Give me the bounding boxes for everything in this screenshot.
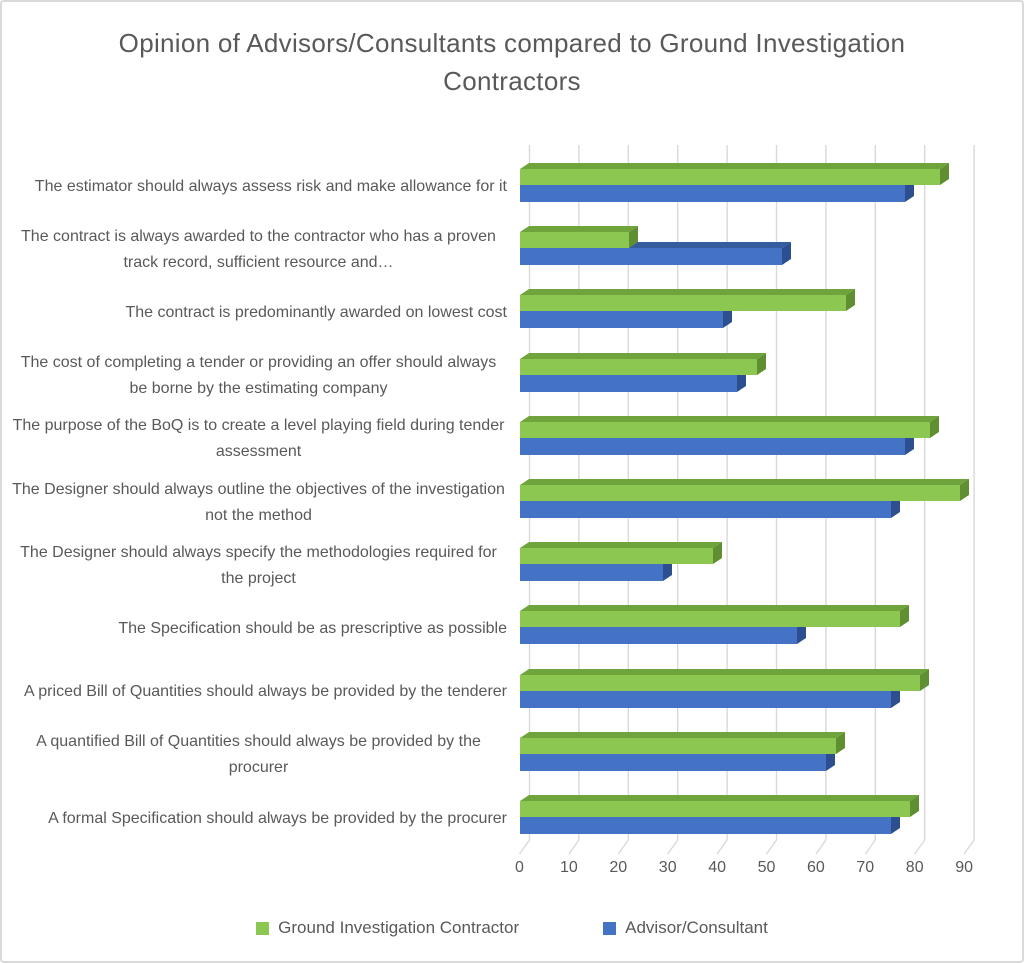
chart-title: Opinion of Advisors/Consultants compared… xyxy=(118,28,906,96)
bar-advisor-consultant xyxy=(520,817,891,834)
axis-depth-tick xyxy=(518,839,531,855)
bar-advisor-consultant xyxy=(520,437,906,455)
bar-advisor-consultant xyxy=(520,690,891,708)
category-label: A quantified Bill of Quantities should a… xyxy=(36,733,481,777)
category-label: The Specification should be as prescript… xyxy=(118,619,507,637)
category-label: The purpose of the BoQ is to create a le… xyxy=(12,417,505,461)
legend-marker-icon xyxy=(603,921,617,935)
category-label: A formal Specification should always be … xyxy=(48,809,507,827)
category-label: A priced Bill of Quantities should alway… xyxy=(24,683,507,701)
axis-depth-tick xyxy=(864,839,876,855)
x-axis-tick-label: 70 xyxy=(856,859,875,876)
category-label: The contract is predominantly awarded on… xyxy=(125,303,507,321)
bar-advisor-consultant xyxy=(520,374,738,392)
bar-advisor-consultant xyxy=(520,501,891,518)
x-axis-tick-label: 50 xyxy=(757,859,776,876)
x-axis-tick-label: 40 xyxy=(708,859,726,876)
bar-ground-investigation-contractor xyxy=(520,358,758,375)
axis-depth-tick xyxy=(667,839,679,855)
bar-ground-investigation-contractor xyxy=(520,548,713,565)
legend-label: Ground Investigation Contractor xyxy=(278,918,520,937)
x-axis-tick-label: 80 xyxy=(905,859,924,876)
bar-ground-investigation-contractor xyxy=(520,801,911,817)
x-axis-tick-label: 90 xyxy=(955,859,973,876)
x-axis-tick-label: 20 xyxy=(609,859,628,876)
bar-advisor-consultant xyxy=(520,185,906,202)
x-axis-tick-label: 10 xyxy=(559,859,578,876)
axis-depth-tick xyxy=(963,839,975,855)
category-label: The estimator should always assess risk … xyxy=(34,177,507,195)
axis-depth-tick xyxy=(617,839,629,855)
category-label: The Designer should always specify the m… xyxy=(20,543,497,587)
axis-depth-tick xyxy=(765,839,778,855)
category-label: The Designer should always outline the o… xyxy=(12,480,505,524)
bar-ground-investigation-contractor xyxy=(520,485,960,501)
bar-advisor-consultant xyxy=(520,311,723,329)
legend-label: Advisor/Consultant xyxy=(625,918,768,937)
x-axis-tick-label: 30 xyxy=(658,859,677,876)
bar-ground-investigation-contractor xyxy=(520,295,847,312)
bar-advisor-consultant xyxy=(520,564,664,582)
bar-ground-investigation-contractor xyxy=(520,737,837,754)
axis-depth-tick xyxy=(568,839,580,855)
legend-marker-icon xyxy=(256,921,270,935)
bar-advisor-consultant xyxy=(520,753,827,771)
bar-advisor-consultant xyxy=(520,248,782,266)
axis-depth-tick xyxy=(914,839,926,855)
bar-ground-investigation-contractor xyxy=(520,421,931,438)
category-label: The contract is always awarded to the co… xyxy=(21,227,496,271)
axis-depth-tick xyxy=(815,839,827,855)
legend-item: Ground Investigation Contractor xyxy=(256,918,519,938)
legend: Ground Investigation Contractor Advisor/C… xyxy=(2,918,1022,938)
bar-ground-investigation-contractor xyxy=(520,169,940,185)
bar-ground-investigation-contractor xyxy=(520,611,901,628)
bar-ground-investigation-contractor xyxy=(520,232,629,249)
bar-ground-investigation-contractor xyxy=(520,674,921,691)
legend-item: Advisor/Consultant xyxy=(603,918,768,938)
x-axis-tick-label: 0 xyxy=(515,859,524,876)
bar-advisor-consultant xyxy=(520,627,797,645)
category-label: The cost of completing a tender or provi… xyxy=(20,354,497,398)
axis-depth-tick xyxy=(716,839,728,855)
x-axis-tick-label: 60 xyxy=(806,859,825,876)
